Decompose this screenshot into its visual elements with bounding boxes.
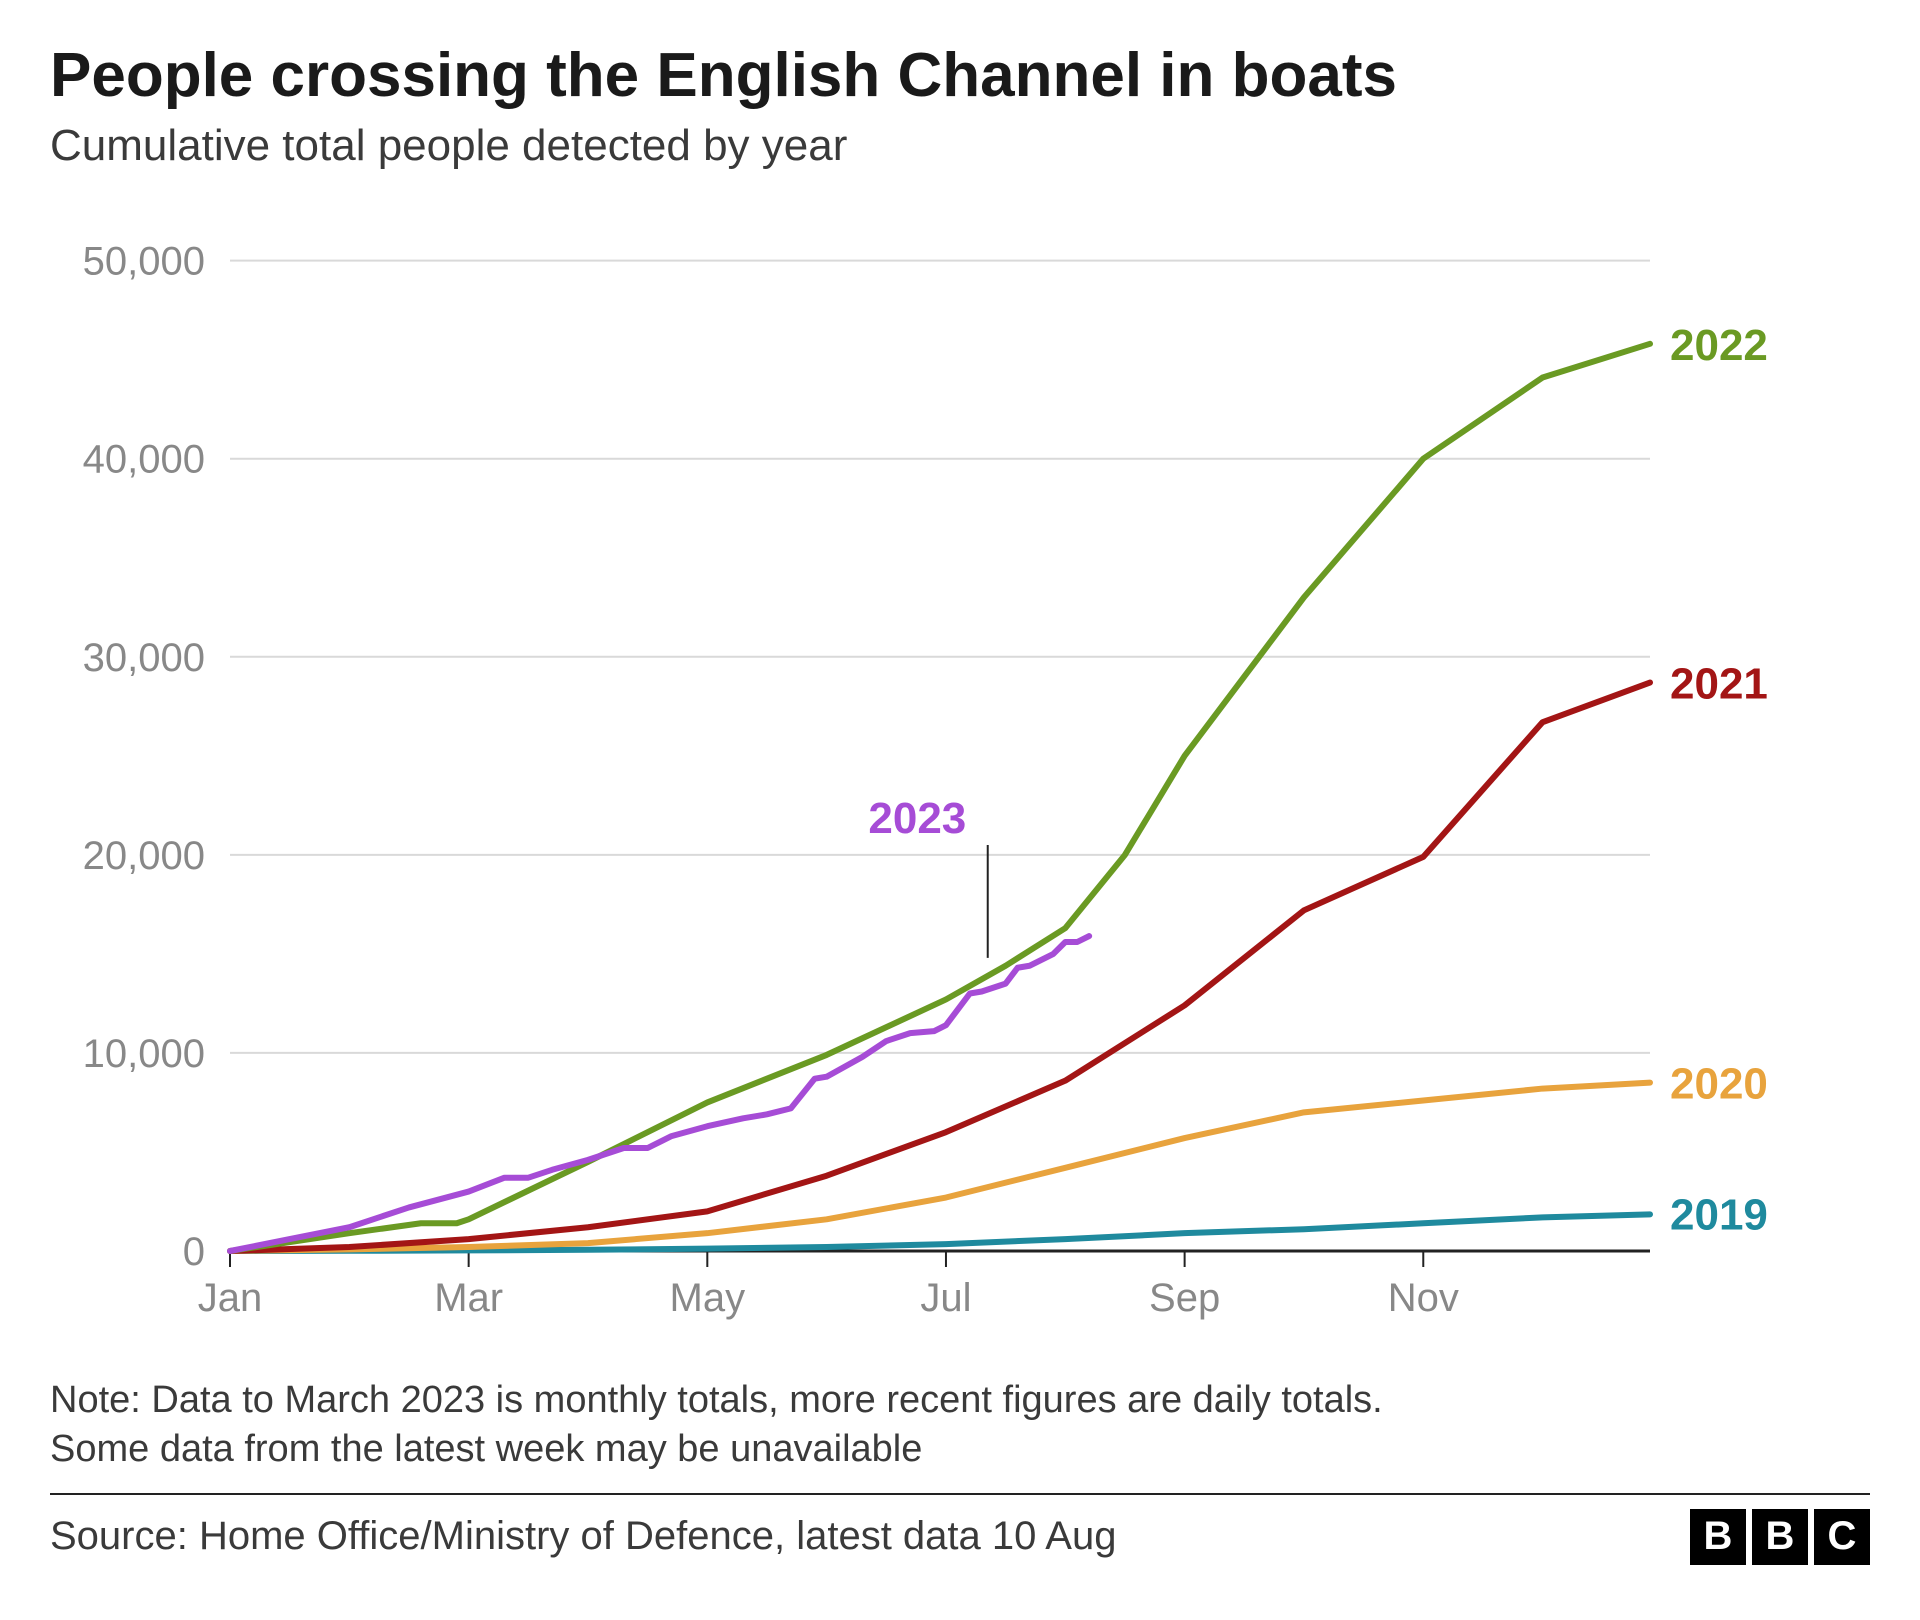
x-axis-label: May	[670, 1276, 746, 1320]
series-line-2023	[230, 936, 1089, 1251]
y-axis-label: 30,000	[83, 636, 205, 680]
bbc-logo: B B C	[1690, 1509, 1870, 1565]
x-axis-label: Sep	[1149, 1276, 1220, 1320]
chart-area: 0 10,000 20,000 30,000 40,000 50,000 Jan Mar May…	[50, 201, 1870, 1351]
note-line-1: Note: Data to March 2023 is monthly tota…	[50, 1379, 1383, 1421]
chart-title: People crossing the English Channel in b…	[50, 40, 1870, 111]
series-label-2022: 2022	[1670, 321, 1768, 370]
x-axis-label: Mar	[434, 1276, 503, 1320]
bbc-logo-box: B	[1690, 1509, 1746, 1565]
note-line-2: Some data from the latest week may be un…	[50, 1428, 922, 1470]
series-label-2023: 2023	[868, 794, 966, 843]
y-axis-label: 20,000	[83, 834, 205, 878]
series-line-2021	[230, 683, 1650, 1251]
chart-subtitle: Cumulative total people detected by year	[50, 121, 1870, 171]
y-axis-label: 50,000	[83, 240, 205, 284]
x-axis-label: Jul	[920, 1276, 971, 1320]
series-label-2019: 2019	[1670, 1190, 1768, 1239]
y-axis-label: 10,000	[83, 1032, 205, 1076]
y-axis-label: 0	[183, 1230, 205, 1274]
source-text: Source: Home Office/Ministry of Defence,…	[50, 1514, 1116, 1559]
bbc-logo-box: B	[1752, 1509, 1808, 1565]
y-axis-label: 40,000	[83, 438, 205, 482]
series-label-2021: 2021	[1670, 660, 1768, 709]
line-chart-svg: 0 10,000 20,000 30,000 40,000 50,000 Jan Mar May…	[50, 201, 1870, 1351]
chart-note: Note: Data to March 2023 is monthly tota…	[50, 1376, 1870, 1475]
footer: Source: Home Office/Ministry of Defence,…	[50, 1493, 1870, 1565]
x-axis-label: Jan	[198, 1276, 263, 1320]
x-axis-label: Nov	[1388, 1276, 1459, 1320]
series-label-2020: 2020	[1670, 1060, 1768, 1109]
bbc-logo-box: C	[1814, 1509, 1870, 1565]
